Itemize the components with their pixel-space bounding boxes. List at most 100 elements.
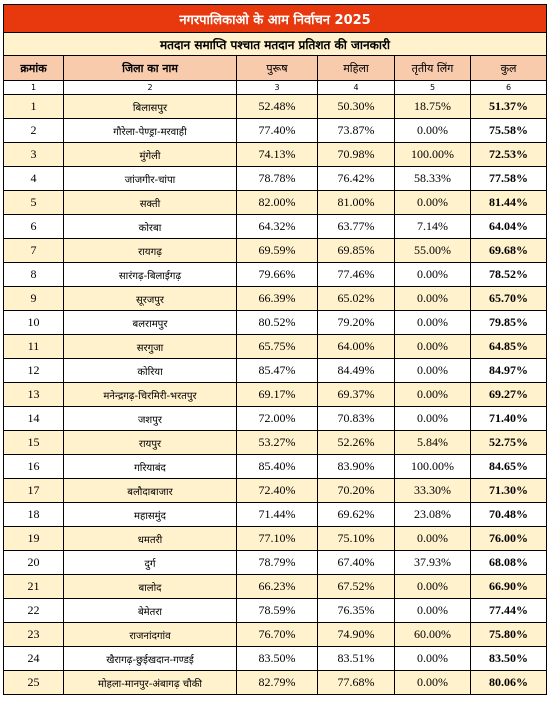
table-row: 9 सूरजपुर 66.39% 65.02% 0.00% 65.70% (3, 286, 548, 311)
cell-female: 67.52% (317, 574, 395, 599)
cell-total: 81.44% (469, 190, 548, 215)
cell-district: गौरेला-पेण्ड्रा-मरवाही (63, 118, 237, 143)
column-number: 3 (236, 80, 318, 95)
cell-female: 63.77% (317, 214, 395, 239)
cell-female: 69.85% (317, 238, 395, 263)
table-row: 13 मनेन्द्रगढ़-चिरमिरी-भरतपुर 69.17% 69.37%… (3, 382, 548, 407)
table-row: 6 कोरबा 64.32% 63.77% 7.14% 64.04% (3, 214, 548, 239)
table-row: 8 सारंगढ़-बिलाईगढ़ 79.66% 77.46% 0.00% 78.52% (3, 262, 548, 287)
cell-district: राजनांदगांव (63, 622, 237, 647)
cell-district: बलौदाबाजार (63, 478, 237, 503)
cell-sno: 24 (3, 646, 64, 671)
table-row: 3 मुंगेली 74.13% 70.98% 100.00% 72.53% (3, 142, 548, 167)
cell-district: कोरबा (63, 214, 237, 239)
cell-sno: 11 (3, 334, 64, 359)
table-row: 7 रायगढ़ 69.59% 69.85% 55.00% 69.68% (3, 238, 548, 263)
cell-sno: 15 (3, 430, 64, 455)
cell-total: 78.52% (469, 262, 548, 287)
cell-total: 65.70% (469, 286, 548, 311)
cell-total: 76.00% (469, 526, 548, 551)
table-row: 24 खैरागढ़-छुईखदान-गण्डई 83.50% 83.51% 0.00%… (3, 646, 548, 671)
cell-district: रायगढ़ (63, 238, 237, 263)
cell-female: 67.40% (317, 550, 395, 575)
cell-third-gender: 0.00% (394, 598, 471, 623)
column-number: 1 (3, 80, 64, 95)
cell-third-gender: 37.93% (394, 550, 471, 575)
cell-district: बिलासपुर (63, 94, 237, 119)
cell-district: मुंगेली (63, 142, 237, 167)
cell-male: 79.66% (236, 262, 318, 287)
cell-total: 70.48% (469, 502, 548, 527)
cell-male: 77.10% (236, 526, 318, 551)
cell-total: 69.27% (469, 382, 548, 407)
cell-sno: 4 (3, 166, 64, 191)
cell-female: 50.30% (317, 94, 395, 119)
cell-district: दुर्ग (63, 550, 237, 575)
column-number: 2 (63, 80, 237, 95)
cell-female: 76.42% (317, 166, 395, 191)
header-district: जिला का नाम (63, 55, 237, 81)
column-number: 6 (469, 80, 548, 95)
table-row: 22 बेमेतरा 78.59% 76.35% 0.00% 77.44% (3, 598, 548, 623)
cell-sno: 17 (3, 478, 64, 503)
cell-total: 84.97% (469, 358, 548, 383)
cell-total: 83.50% (469, 646, 548, 671)
cell-female: 77.68% (317, 670, 395, 695)
title-row: नगरपालिकाओ के आम निर्वाचन 2025 (2, 4, 548, 33)
cell-third-gender: 100.00% (394, 142, 471, 167)
header-male: पुरूष (236, 55, 318, 81)
table-row: 12 कोरिया 85.47% 84.49% 0.00% 84.97% (3, 358, 548, 383)
column-number: 5 (394, 80, 471, 95)
cell-district: कोरिया (63, 358, 237, 383)
cell-third-gender: 18.75% (394, 94, 471, 119)
table-row: 10 बलरामपुर 80.52% 79.20% 0.00% 79.85% (3, 310, 548, 335)
cell-district: गरियाबंद (63, 454, 237, 479)
cell-female: 83.90% (317, 454, 395, 479)
cell-district: सूरजपुर (63, 286, 237, 311)
cell-male: 64.32% (236, 214, 318, 239)
table-row: 15 रायपुर 53.27% 52.26% 5.84% 52.75% (3, 430, 548, 455)
cell-district: जशपुर (63, 406, 237, 431)
cell-district: सरगुजा (63, 334, 237, 359)
cell-sno: 8 (3, 262, 64, 287)
cell-total: 68.08% (469, 550, 548, 575)
cell-total: 75.58% (469, 118, 548, 143)
header-row: क्रमांक जिला का नाम पुरूष महिला तृतीय लि… (3, 55, 548, 81)
cell-female: 69.62% (317, 502, 395, 527)
table-body: नगरपालिकाओ के आम निर्वाचन 2025 मतदान समा… (2, 4, 548, 695)
cell-female: 64.00% (317, 334, 395, 359)
cell-female: 79.20% (317, 310, 395, 335)
cell-male: 66.39% (236, 286, 318, 311)
cell-sno: 10 (3, 310, 64, 335)
table-row: 4 जांजगीर-चांपा 78.78% 76.42% 58.33% 77.58% (3, 166, 548, 191)
cell-male: 69.17% (236, 382, 318, 407)
cell-male: 72.40% (236, 478, 318, 503)
cell-male: 52.48% (236, 94, 318, 119)
cell-female: 81.00% (317, 190, 395, 215)
cell-total: 69.68% (469, 238, 548, 263)
cell-total: 66.90% (469, 574, 548, 599)
cell-female: 52.26% (317, 430, 395, 455)
report-title: नगरपालिकाओ के आम निर्वाचन 2025 (2, 4, 548, 33)
column-number-row: 1 2 3 4 5 6 (3, 80, 548, 95)
cell-male: 66.23% (236, 574, 318, 599)
cell-sno: 3 (3, 142, 64, 167)
cell-total: 51.37% (469, 94, 548, 119)
cell-third-gender: 0.00% (394, 190, 471, 215)
cell-total: 84.65% (469, 454, 548, 479)
cell-male: 69.59% (236, 238, 318, 263)
cell-sno: 12 (3, 358, 64, 383)
cell-district: धमतरी (63, 526, 237, 551)
table-row: 21 बालोद 66.23% 67.52% 0.00% 66.90% (3, 574, 548, 599)
cell-third-gender: 23.08% (394, 502, 471, 527)
cell-female: 76.35% (317, 598, 395, 623)
cell-third-gender: 0.00% (394, 334, 471, 359)
cell-district: मोहला-मानपुर-अंबागढ़ चौकी (63, 670, 237, 695)
cell-female: 70.83% (317, 406, 395, 431)
table-row: 19 धमतरी 77.10% 75.10% 0.00% 76.00% (3, 526, 548, 551)
cell-sno: 13 (3, 382, 64, 407)
cell-district: खैरागढ़-छुईखदान-गण्डई (63, 646, 237, 671)
cell-district: मनेन्द्रगढ़-चिरमिरी-भरतपुर (63, 382, 237, 407)
table-row: 23 राजनांदगांव 76.70% 74.90% 60.00% 75.80% (3, 622, 548, 647)
cell-total: 64.85% (469, 334, 548, 359)
